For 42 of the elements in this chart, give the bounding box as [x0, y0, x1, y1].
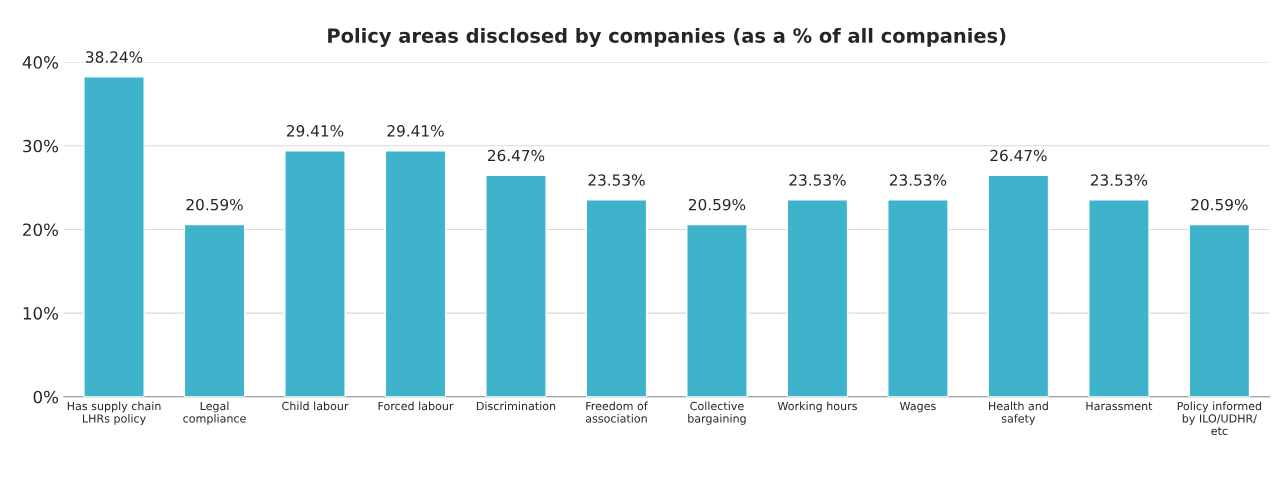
data-label: 26.47%: [487, 149, 545, 162]
x-tick-label: Policy informed by ILO/UDHR/ etc: [1177, 401, 1262, 436]
y-tick-label: 20%: [23, 223, 59, 237]
data-label: 23.53%: [1090, 174, 1148, 186]
bar: [1088, 199, 1150, 397]
data-label: 23.53%: [889, 174, 947, 186]
data-label: 20.59%: [688, 198, 746, 211]
data-label: 23.53%: [789, 174, 846, 186]
bar: [786, 199, 849, 397]
x-tick-label: Freedom of association: [585, 401, 648, 423]
chart-title: Policy areas disclosed by companies (as a % of all companies): [328, 27, 1006, 47]
bar: [1188, 223, 1251, 397]
bar: [485, 174, 547, 397]
x-tick-label: Health and safety: [989, 401, 1048, 425]
y-tick-label: 40%: [22, 56, 59, 69]
y-tick-label: 10%: [23, 307, 59, 320]
data-label: 20.59%: [1191, 198, 1248, 211]
bar: [987, 174, 1050, 397]
bar: [284, 150, 346, 397]
x-tick-label: Collective bargaining: [688, 401, 746, 425]
data-label: 23.53%: [588, 174, 645, 186]
x-tick-label: Legal compliance: [183, 401, 246, 425]
x-tick-label: Discrimination: [476, 401, 556, 411]
bar: [183, 223, 246, 397]
bar: [384, 150, 447, 397]
data-label: 26.47%: [990, 149, 1047, 162]
data-label: 20.59%: [186, 198, 243, 211]
bar: [585, 199, 648, 397]
data-label: 29.41%: [287, 125, 344, 137]
x-tick-label: Working hours: [777, 401, 857, 413]
y-tick-label: 30%: [23, 139, 59, 153]
bar: [83, 76, 145, 397]
x-tick-label: Wages: [899, 401, 936, 413]
y-tick-label: 0%: [33, 390, 59, 404]
data-label: 29.41%: [387, 125, 444, 137]
bar: [887, 199, 949, 397]
x-tick-label: Harassment: [1086, 401, 1153, 411]
x-tick-label: Child labour: [282, 401, 349, 411]
data-label: 38.24%: [86, 51, 143, 63]
bar: [686, 223, 748, 397]
x-tick-label: Forced labour: [378, 401, 454, 411]
x-tick-label: Has supply chain LHRs policy: [67, 401, 161, 425]
